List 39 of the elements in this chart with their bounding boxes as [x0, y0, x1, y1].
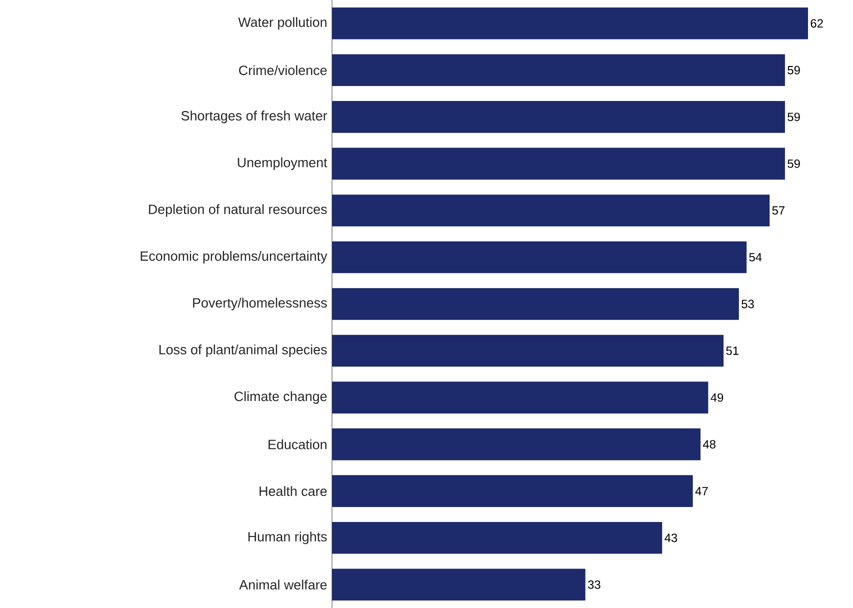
bar: [332, 194, 770, 226]
data-label: 57: [772, 206, 784, 215]
y-tick-label: Loss of plant/animal species: [159, 344, 327, 358]
y-tick-label: Economic problems/uncertainty: [140, 250, 328, 264]
y-tick-label: Climate change: [234, 391, 327, 404]
y-tick-label: Education: [268, 439, 326, 450]
bar: [332, 522, 662, 554]
bar: [332, 568, 586, 601]
data-label: 33: [588, 580, 600, 589]
data-label: 59: [788, 112, 800, 122]
y-tick-label: Crime/violence: [239, 65, 327, 76]
y-tick-label: Health care: [260, 486, 327, 496]
data-label: 62: [810, 19, 823, 28]
bar: [332, 475, 693, 507]
bar: [332, 54, 785, 86]
y-tick-label: Unemployment: [238, 157, 328, 170]
data-label: 54: [749, 253, 762, 262]
data-label: 53: [742, 300, 754, 308]
data-label: 47: [695, 486, 708, 496]
data-label: 51: [726, 346, 738, 355]
y-tick-label: Water pollution: [238, 17, 326, 30]
bar: [332, 148, 785, 180]
bar: [332, 7, 808, 40]
y-tick-label: Human rights: [248, 532, 327, 544]
bar: [332, 334, 724, 367]
data-label: 59: [788, 66, 800, 74]
bar: [332, 101, 785, 133]
y-tick-label: Animal welfare: [239, 580, 327, 590]
data-label: 49: [710, 393, 724, 402]
y-tick-label: Poverty/homelessness: [193, 298, 327, 310]
bar: [332, 382, 708, 414]
bar: [332, 428, 701, 460]
bar: [332, 288, 739, 320]
data-label: 43: [664, 534, 678, 542]
bar: [332, 241, 747, 274]
data-label: 59: [788, 159, 800, 168]
y-tick-label: Shortages of fresh water: [181, 110, 328, 124]
data-label: 48: [702, 440, 716, 449]
y-tick-label: Depletion of natural resources: [148, 204, 327, 217]
